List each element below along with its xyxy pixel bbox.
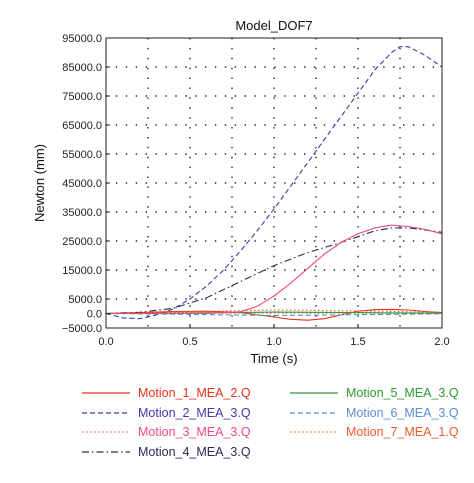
series-layer xyxy=(106,46,442,321)
legend-label-4: Motion_4_MEA_3.Q xyxy=(138,445,251,459)
series-line-7 xyxy=(106,309,442,315)
y-tick-label: 65000.0 xyxy=(62,120,102,132)
y-tick-label: 25000.0 xyxy=(62,236,102,248)
x-tick-label: 1.0 xyxy=(266,336,281,348)
y-tick-label: −5000.0 xyxy=(62,323,102,335)
x-axis: 0.0 0.5 1.0 1.5 2.0 xyxy=(98,324,450,348)
x-tick-label: 0.0 xyxy=(98,336,113,348)
legend-label-1: Motion_1_MEA_2.Q xyxy=(138,386,251,400)
y-axis-label: Newton (mm) xyxy=(32,144,47,222)
legend-label-7: Motion_7_MEA_1.Q xyxy=(346,425,459,439)
series-line-2 xyxy=(106,46,442,320)
x-tick-label: 1.5 xyxy=(350,336,365,348)
x-tick-label: 2.0 xyxy=(434,336,449,348)
y-tick-label: 85000.0 xyxy=(62,62,102,74)
y-tick-label: 75000.0 xyxy=(62,91,102,103)
legend-label-6: Motion_6_MEA_3.Q xyxy=(346,406,459,420)
grid xyxy=(106,38,442,328)
x-tick-label: 0.5 xyxy=(182,336,197,348)
legend-label-5: Motion_5_MEA_3.Q xyxy=(346,386,459,400)
series-line-4 xyxy=(106,227,442,315)
series-line-6 xyxy=(106,312,442,317)
y-tick-label: 55000.0 xyxy=(62,149,102,161)
y-axis: 95000.0 85000.0 75000.0 65000.0 55000.0 45000… xyxy=(62,33,110,335)
legend-label-2: Motion_2_MEA_3.Q xyxy=(138,406,251,420)
legend-label-3: Motion_3_MEA_3.Q xyxy=(138,425,251,439)
y-tick-label: 45000.0 xyxy=(62,178,102,190)
chart-title: Model_DOF7 xyxy=(235,18,312,33)
legend: Motion_1_MEA_2.Q Motion_2_MEA_3.Q Motion_3… xyxy=(82,386,459,459)
y-tick-label: 15000.0 xyxy=(62,265,102,277)
series-line-8 xyxy=(106,224,442,315)
y-tick-label: 95000.0 xyxy=(62,33,102,45)
y-tick-label: 5000.0 xyxy=(68,294,102,306)
x-axis-label: Time (s) xyxy=(250,351,297,366)
y-tick-label: 35000.0 xyxy=(62,207,102,219)
y-tick-label: 0.0 xyxy=(87,309,102,321)
